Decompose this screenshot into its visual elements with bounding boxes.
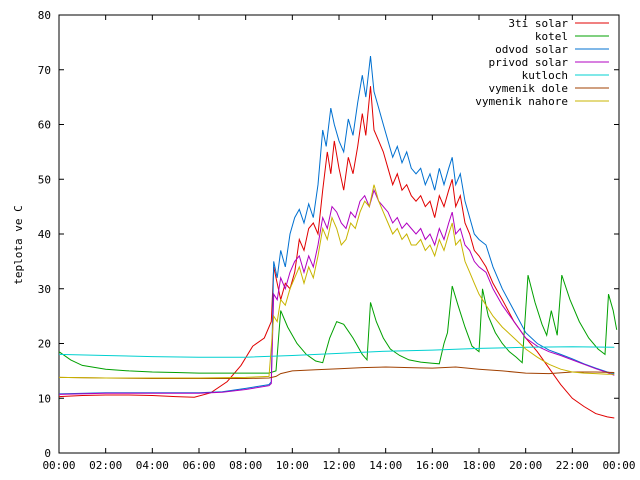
x-tick-label: 08:00	[229, 459, 262, 472]
y-tick-label: 70	[38, 64, 51, 77]
x-tick-label: 02:00	[89, 459, 122, 472]
y-axis-label: teplota ve C	[12, 205, 25, 284]
legend-label: privod solar	[489, 56, 569, 69]
series-layer	[58, 56, 618, 419]
x-tick-label: 16:00	[416, 459, 449, 472]
y-tick-label: 20	[38, 338, 51, 351]
series-line-kotel	[58, 274, 618, 374]
x-tick-label: 20:00	[509, 459, 542, 472]
legend-label: kutloch	[522, 69, 568, 82]
y-tick-label: 80	[38, 9, 51, 22]
series-line-odvod-solar	[58, 56, 615, 395]
legend-label: kotel	[535, 30, 568, 43]
legend-label: odvod solar	[495, 43, 568, 56]
x-axis: 00:00 02:00 04:00 06:00 08:00 10:00 12:00 14:00…	[42, 15, 636, 472]
x-tick-label: 14:00	[369, 459, 402, 472]
y-tick-label: 10	[38, 392, 51, 405]
x-tick-label: 18:00	[462, 459, 495, 472]
legend-label: vymenik dole	[489, 82, 568, 95]
series-line-vymenik-dole	[58, 366, 615, 379]
x-tick-label: 22:00	[556, 459, 589, 472]
y-tick-label: 60	[38, 119, 51, 132]
y-tick-label: 50	[38, 173, 51, 186]
y-tick-label: 30	[38, 283, 51, 296]
x-tick-label: 06:00	[182, 459, 215, 472]
legend-label: vymenik nahore	[475, 95, 568, 108]
series-line-kutloch	[58, 346, 615, 358]
x-tick-label: 04:00	[136, 459, 169, 472]
y-axis: 0 10 20 30 40 50 60 70 80	[38, 9, 619, 460]
series-line-privod-solar	[58, 188, 615, 395]
x-tick-label: 12:00	[322, 459, 355, 472]
x-tick-label: 00:00	[42, 459, 75, 472]
legend-label: 3ti solar	[508, 17, 568, 30]
x-tick-label: 00:00	[602, 459, 635, 472]
y-tick-label: 40	[38, 228, 51, 241]
x-tick-label: 10:00	[276, 459, 309, 472]
y-tick-label: 0	[44, 447, 51, 460]
series-line-vymenik-nahore	[58, 184, 615, 379]
series-line-3ti-solar	[58, 86, 615, 419]
